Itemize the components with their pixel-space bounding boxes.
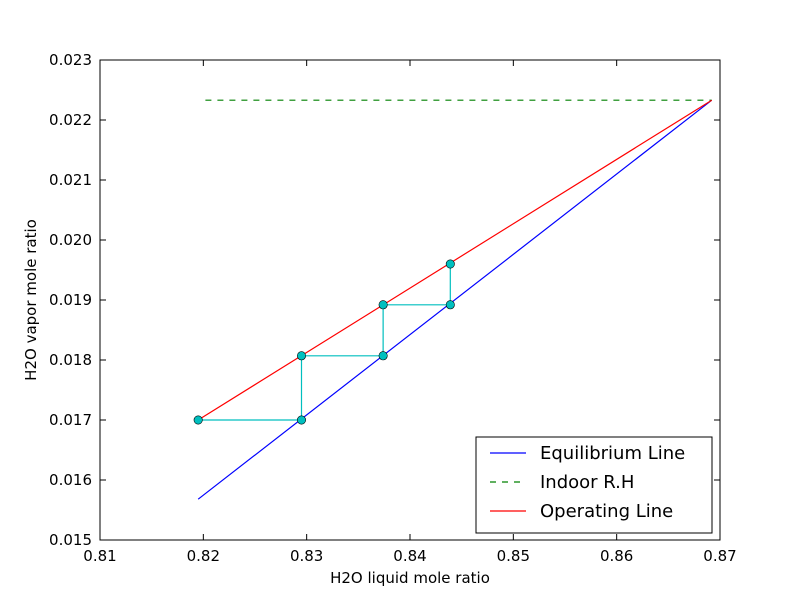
x-tick-label: 0.82: [187, 547, 220, 565]
x-tick-label: 0.85: [497, 547, 530, 565]
stage-point: [378, 351, 388, 361]
y-tick-labels: 0.015 0.016 0.017 0.018 0.019 0.020 0.021 0.022…: [49, 51, 92, 549]
plot-series: [193, 99, 713, 500]
legend-label: Indoor R.H: [540, 472, 634, 493]
y-tick-label: 0.018: [49, 351, 92, 369]
stage-point: [445, 300, 455, 310]
y-tick-label: 0.015: [49, 531, 92, 549]
y-tick-label: 0.022: [49, 111, 92, 129]
y-axis-label: H2O vapor mole ratio: [22, 219, 40, 381]
stage-point: [296, 415, 306, 425]
legend-label: Operating Line: [540, 501, 673, 522]
y-tick-label: 0.020: [49, 231, 92, 249]
y-tick-label: 0.023: [49, 51, 92, 69]
y-tick-label: 0.017: [49, 411, 92, 429]
y-tick-label: 0.021: [49, 171, 92, 189]
x-tick-label: 0.84: [393, 547, 426, 565]
equilibrium-line-line: [197, 99, 713, 500]
y-tick-label: 0.019: [49, 291, 92, 309]
legend: Equilibrium Line Indoor R.H Operating Line: [475, 436, 713, 534]
legend-label: Equilibrium Line: [540, 443, 685, 464]
y-tick-label: 0.016: [49, 471, 92, 489]
x-tick-label: 0.81: [83, 547, 116, 565]
stage-point: [445, 259, 455, 269]
x-tick-label: 0.87: [703, 547, 736, 565]
x-tick-label: 0.83: [290, 547, 323, 565]
plot-frame: [99, 59, 721, 541]
x-axis-label: H2O liquid mole ratio: [330, 569, 490, 587]
x-tick-labels: 0.81 0.82 0.83 0.84 0.85 0.86 0.87: [83, 547, 736, 565]
stage-point: [378, 300, 388, 310]
stage-point: [193, 415, 203, 425]
operating-line-line: [197, 99, 713, 421]
stage-point: [296, 351, 306, 361]
x-tick-label: 0.86: [600, 547, 633, 565]
